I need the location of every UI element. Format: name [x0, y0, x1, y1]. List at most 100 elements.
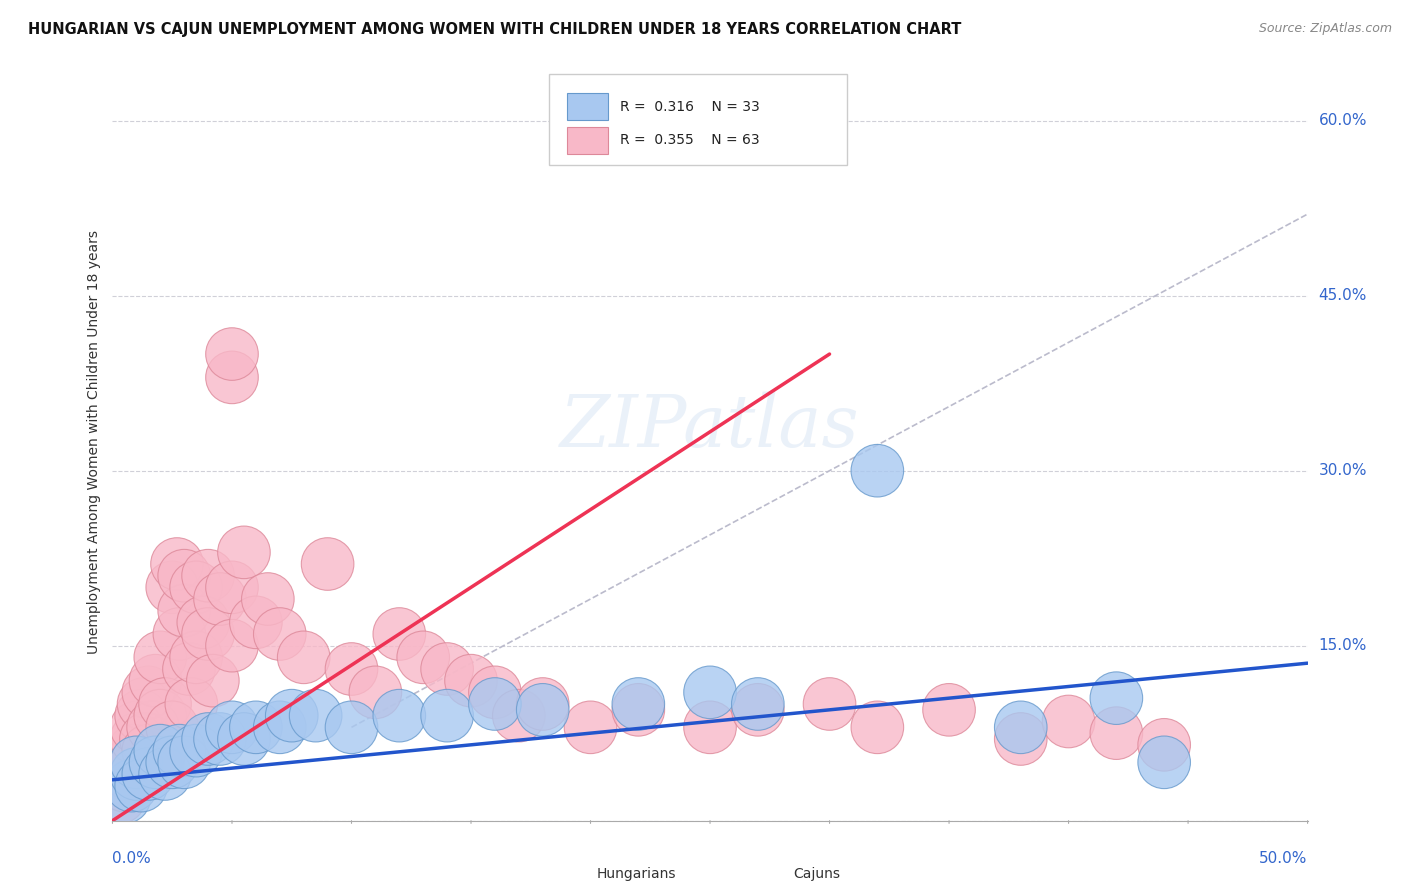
Ellipse shape: [194, 573, 246, 625]
Ellipse shape: [157, 736, 211, 789]
Bar: [567, 93, 609, 120]
Ellipse shape: [229, 596, 283, 648]
Text: 60.0%: 60.0%: [1319, 113, 1367, 128]
Ellipse shape: [731, 678, 785, 731]
Text: 45.0%: 45.0%: [1319, 288, 1367, 303]
Ellipse shape: [1090, 672, 1143, 724]
Ellipse shape: [157, 549, 211, 602]
Ellipse shape: [205, 619, 259, 672]
Ellipse shape: [194, 713, 246, 765]
Ellipse shape: [290, 690, 342, 742]
Ellipse shape: [851, 701, 904, 754]
Ellipse shape: [127, 701, 180, 754]
Text: HUNGARIAN VS CAJUN UNEMPLOYMENT AMONG WOMEN WITH CHILDREN UNDER 18 YEARS CORRELA: HUNGARIAN VS CAJUN UNEMPLOYMENT AMONG WO…: [28, 22, 962, 37]
Text: 15.0%: 15.0%: [1319, 638, 1367, 653]
Ellipse shape: [612, 678, 665, 731]
Ellipse shape: [803, 678, 856, 731]
Bar: [567, 127, 609, 153]
Ellipse shape: [146, 736, 198, 789]
Ellipse shape: [110, 747, 163, 800]
Ellipse shape: [994, 713, 1047, 765]
Ellipse shape: [218, 713, 270, 765]
Ellipse shape: [134, 631, 187, 683]
Bar: [752, 863, 786, 885]
Ellipse shape: [122, 747, 174, 800]
Text: R =  0.316    N = 33: R = 0.316 N = 33: [620, 100, 761, 114]
Ellipse shape: [150, 538, 204, 591]
Ellipse shape: [139, 678, 191, 731]
Ellipse shape: [205, 561, 259, 614]
Ellipse shape: [93, 771, 146, 823]
Ellipse shape: [120, 713, 173, 765]
Ellipse shape: [277, 631, 330, 683]
Ellipse shape: [253, 701, 307, 754]
Text: ZIPatlas: ZIPatlas: [560, 391, 860, 462]
Ellipse shape: [110, 736, 163, 789]
Ellipse shape: [110, 713, 163, 765]
Ellipse shape: [177, 596, 229, 648]
Text: R =  0.355    N = 63: R = 0.355 N = 63: [620, 133, 761, 147]
Ellipse shape: [516, 678, 569, 731]
Ellipse shape: [396, 631, 450, 683]
Ellipse shape: [994, 701, 1047, 754]
Ellipse shape: [1137, 736, 1191, 789]
Ellipse shape: [163, 643, 215, 695]
Ellipse shape: [683, 701, 737, 754]
Ellipse shape: [170, 724, 222, 777]
Ellipse shape: [105, 736, 157, 789]
Ellipse shape: [851, 444, 904, 497]
Ellipse shape: [108, 724, 160, 777]
Ellipse shape: [301, 538, 354, 591]
Ellipse shape: [266, 690, 318, 742]
Ellipse shape: [122, 666, 174, 719]
Ellipse shape: [1090, 706, 1143, 759]
Ellipse shape: [420, 643, 474, 695]
Ellipse shape: [146, 701, 198, 754]
Ellipse shape: [105, 759, 157, 812]
Ellipse shape: [683, 666, 737, 719]
Ellipse shape: [349, 666, 402, 719]
Ellipse shape: [564, 701, 617, 754]
Ellipse shape: [205, 701, 259, 754]
Ellipse shape: [325, 701, 378, 754]
Text: 30.0%: 30.0%: [1319, 463, 1367, 478]
Ellipse shape: [218, 526, 270, 579]
Ellipse shape: [132, 736, 184, 789]
Text: 50.0%: 50.0%: [1260, 851, 1308, 866]
Ellipse shape: [253, 607, 307, 660]
Ellipse shape: [134, 724, 187, 777]
Ellipse shape: [444, 655, 498, 707]
Ellipse shape: [146, 561, 198, 614]
Ellipse shape: [922, 683, 976, 736]
Ellipse shape: [115, 759, 167, 812]
Ellipse shape: [181, 549, 235, 602]
Ellipse shape: [181, 607, 235, 660]
Ellipse shape: [110, 701, 163, 754]
Ellipse shape: [103, 747, 156, 800]
Ellipse shape: [229, 701, 283, 754]
Ellipse shape: [165, 678, 218, 731]
Ellipse shape: [129, 655, 181, 707]
Ellipse shape: [325, 643, 378, 695]
Ellipse shape: [122, 724, 174, 777]
Ellipse shape: [205, 351, 259, 404]
Ellipse shape: [205, 327, 259, 380]
Ellipse shape: [139, 747, 191, 800]
Ellipse shape: [612, 683, 665, 736]
Text: Hungarians: Hungarians: [596, 867, 676, 880]
Ellipse shape: [420, 690, 474, 742]
Ellipse shape: [731, 683, 785, 736]
Bar: [554, 863, 588, 885]
Text: 0.0%: 0.0%: [112, 851, 152, 866]
Ellipse shape: [181, 713, 235, 765]
Ellipse shape: [1042, 695, 1095, 747]
Ellipse shape: [134, 690, 187, 742]
Ellipse shape: [117, 678, 170, 731]
Ellipse shape: [98, 771, 150, 823]
Text: Cajuns: Cajuns: [793, 867, 841, 880]
Ellipse shape: [153, 724, 205, 777]
Ellipse shape: [373, 607, 426, 660]
Ellipse shape: [98, 759, 150, 812]
Ellipse shape: [115, 690, 167, 742]
Ellipse shape: [153, 607, 205, 660]
